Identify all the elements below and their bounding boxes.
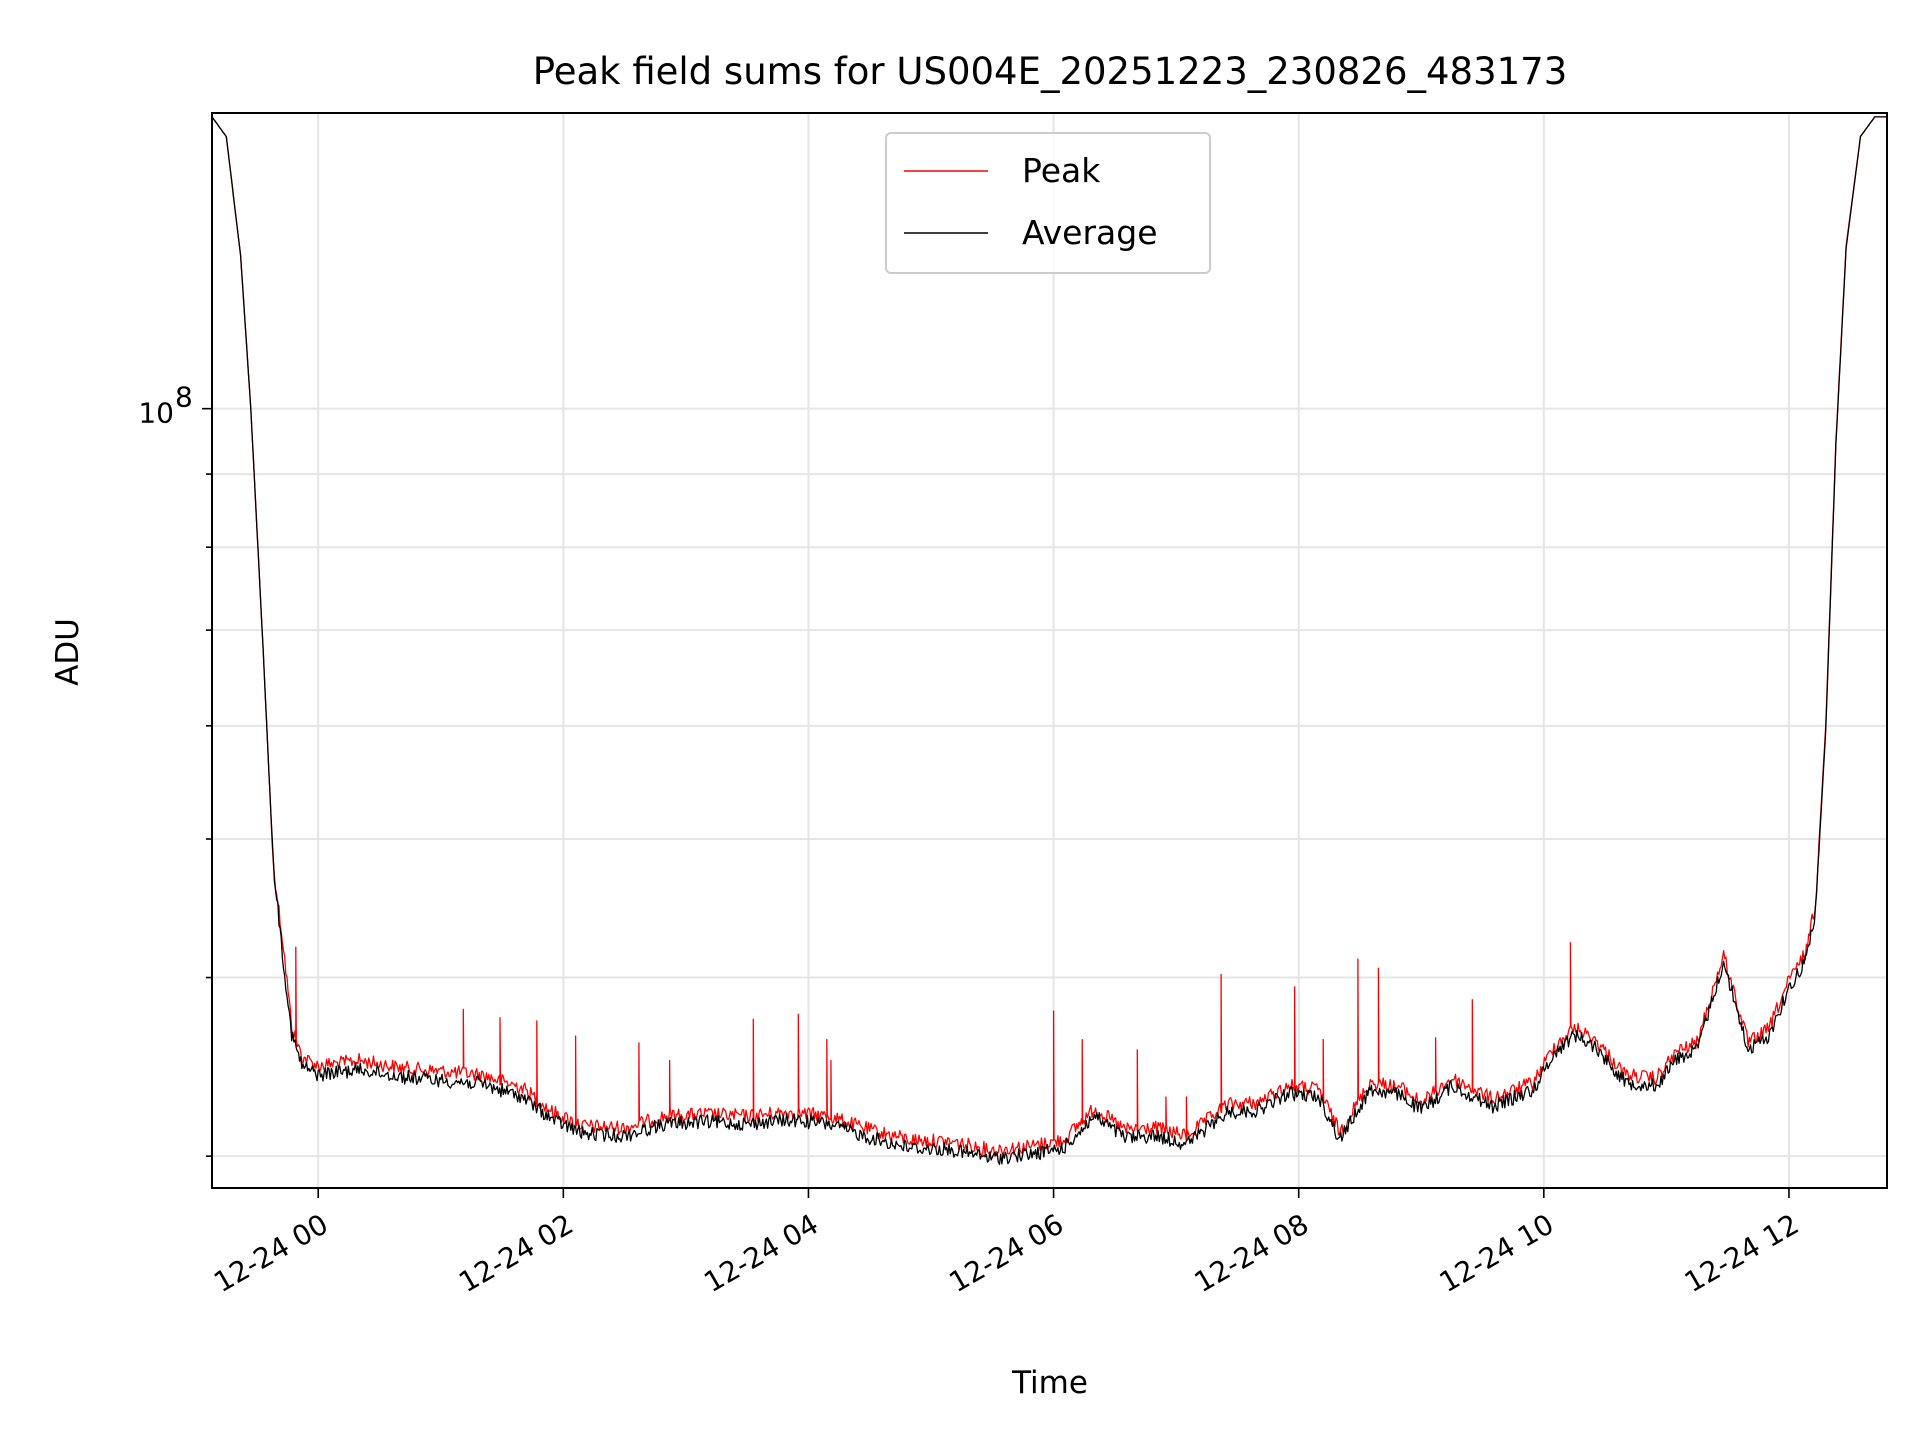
- series-layer: [212, 116, 1887, 1165]
- legend-label-peak: Peak: [1022, 151, 1101, 190]
- legend: Peak Average: [885, 132, 1211, 274]
- x-axis-label: Time: [1011, 1365, 1088, 1401]
- plot-frame: [211, 112, 1888, 1189]
- y-axis-label: ADU: [50, 618, 86, 686]
- y-tick-label: 10: [138, 397, 174, 430]
- series-line-average: [212, 116, 1887, 1165]
- legend-label-average: Average: [1022, 213, 1158, 252]
- grid: [212, 113, 1887, 1188]
- legend-box: [885, 132, 1211, 274]
- series-line-peak: [212, 116, 1887, 1157]
- chart-title: Peak field sums for US004E_20251223_2308…: [533, 50, 1568, 93]
- y-tick-label-exponent: 8: [175, 381, 193, 414]
